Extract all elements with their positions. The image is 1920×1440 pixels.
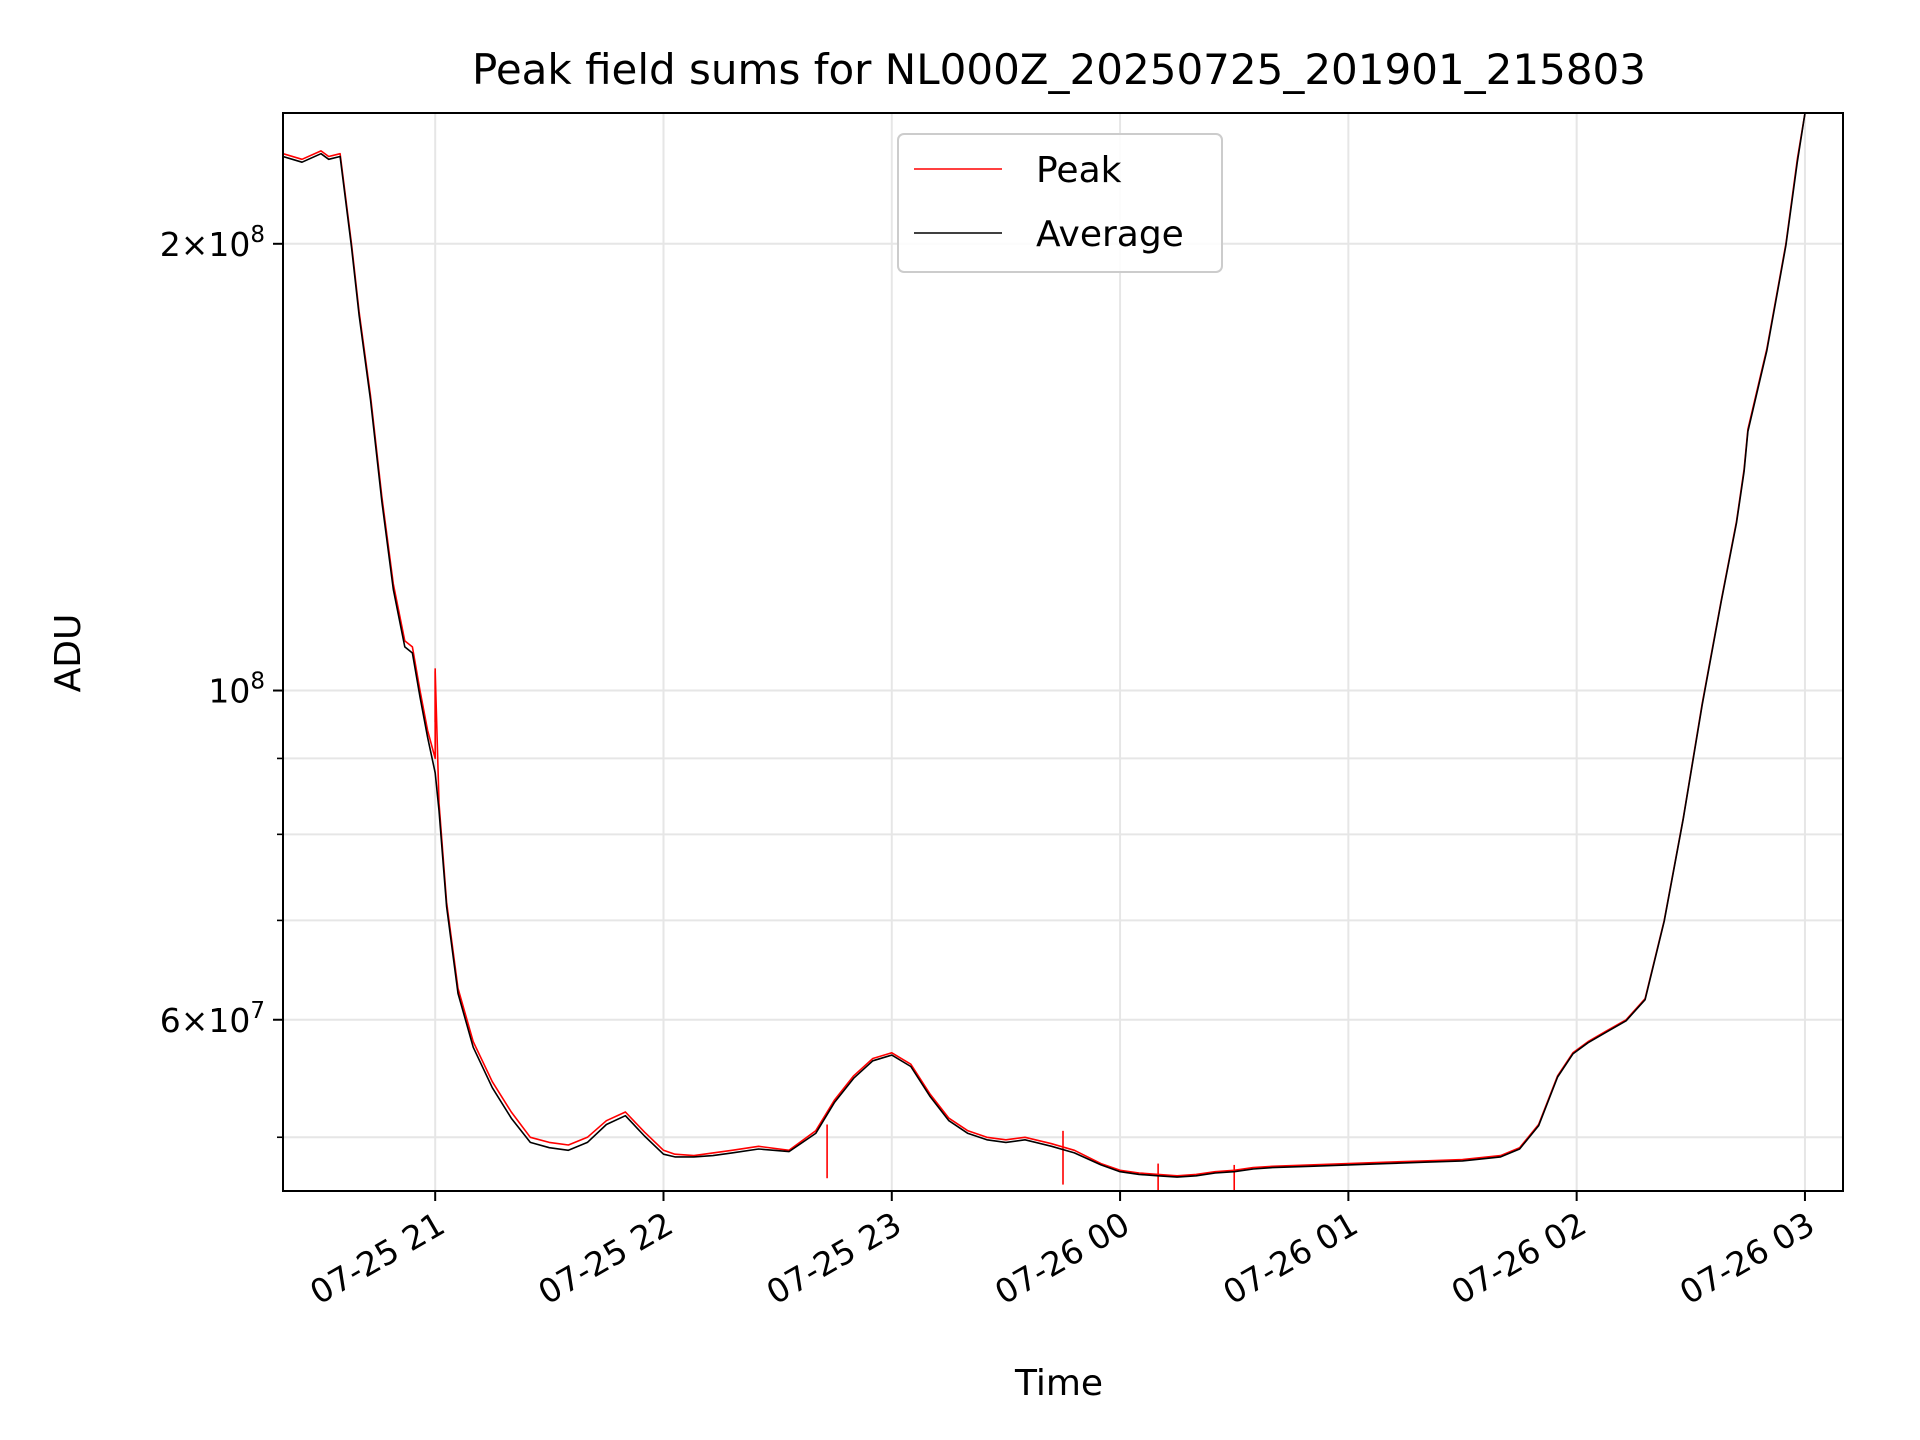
plot-frame xyxy=(282,112,1844,1192)
y-tick-label-exponent: 8 xyxy=(250,669,265,695)
legend: Peak Average xyxy=(897,133,1223,273)
y-tick-label-base: 2×10 xyxy=(160,225,251,264)
y-tick-label: 108 xyxy=(208,669,265,711)
chart-title: Peak field sums for NL000Z_20250725_2019… xyxy=(472,45,1646,94)
legend-average-label: Average xyxy=(1036,214,1184,255)
series-line-peak xyxy=(283,113,1806,1177)
series-line-average xyxy=(283,113,1806,1178)
series-lines xyxy=(283,113,1806,1191)
series-group xyxy=(283,113,1806,1191)
y-axis-label: ADU xyxy=(48,614,89,693)
x-axis-label: Time xyxy=(1014,1363,1103,1404)
y-tick-label-exponent: 7 xyxy=(250,998,265,1024)
y-tick-label: 2×108 xyxy=(160,222,265,264)
y-tick-label: 6×107 xyxy=(160,998,265,1040)
y-tick-label-base: 10 xyxy=(208,672,250,711)
y-tick-label-base: 6×10 xyxy=(160,1001,251,1040)
legend-peak-label: Peak xyxy=(1036,150,1122,191)
y-tick-label-exponent: 8 xyxy=(250,222,265,248)
